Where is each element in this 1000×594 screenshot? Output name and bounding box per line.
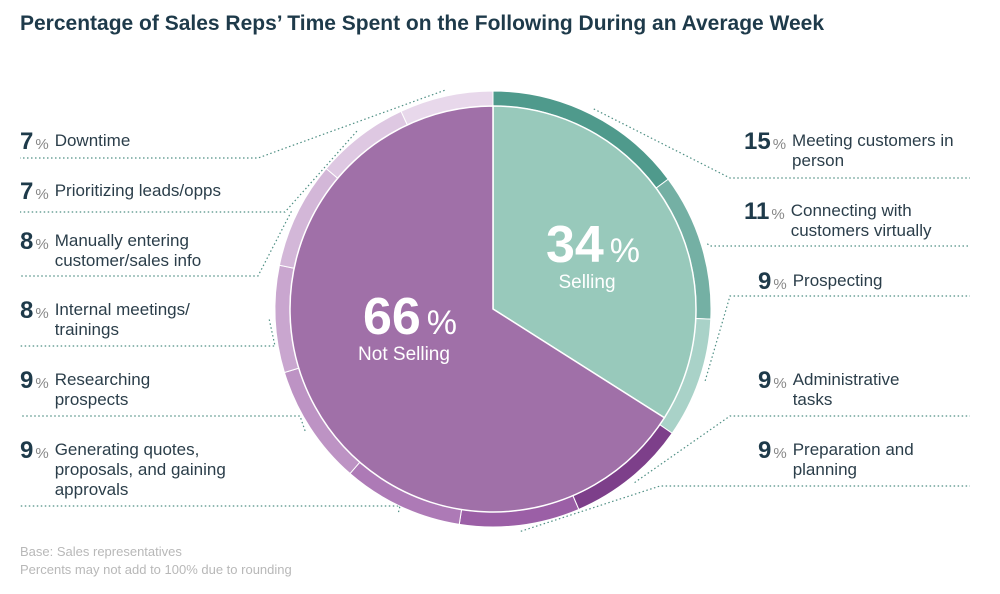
center-text: Selling: [558, 272, 615, 293]
leader-line: [520, 485, 970, 532]
label-value: 9: [20, 437, 34, 464]
chart-title: Percentage of Sales Reps’ Time Spent on …: [20, 12, 825, 35]
pie-slice: [492, 105, 697, 419]
label-value: 8: [20, 297, 34, 324]
leader-line: [593, 108, 970, 179]
leader-line: [20, 130, 358, 213]
label-value: 7: [20, 178, 34, 205]
leader-line: [20, 505, 401, 513]
label-text: Prospecting: [792, 271, 883, 290]
inner-pie: [289, 105, 697, 513]
label-downtime: 7% Downtime: [20, 128, 131, 155]
label-text: Prioritizing leads/opps: [54, 181, 222, 200]
label-text: Generating quotes, proposals, and gainin…: [54, 440, 226, 499]
label-value: 11: [744, 198, 770, 225]
footnote-base: Base: Sales representatives: [20, 544, 182, 559]
leader-line: [706, 243, 970, 247]
leader-line: [20, 211, 292, 277]
leader-line: [20, 415, 306, 432]
center-value: 34%: [546, 216, 640, 274]
label-value: 9: [758, 437, 772, 464]
center-labels: 34 %Selling 66 %Not Selling: [358, 216, 640, 365]
label-prioritizing: 7% Prioritizing leads/opps: [20, 178, 222, 205]
center-value: 66%: [363, 288, 457, 346]
leader-lines: [20, 89, 970, 532]
label-preparation: 9% Preparation and planning: [758, 437, 963, 480]
label-text: Preparation and planning: [792, 440, 914, 479]
leader-line: [20, 319, 276, 347]
label-researching: 9% Researching prospects: [20, 367, 175, 410]
label-text: Researching prospects: [54, 370, 151, 409]
label-value: 8: [20, 228, 34, 255]
label-text: Internal meetings/ trainings: [54, 300, 190, 339]
label-prospecting: 9% Prospecting: [758, 268, 883, 295]
footnote-rounding: Percents may not add to 100% due to roun…: [20, 562, 292, 577]
leader-line: [634, 415, 970, 484]
leader-line: [20, 89, 445, 159]
label-value: 15: [744, 128, 771, 155]
label-text: Meeting customers in person: [792, 131, 954, 170]
label-value: 9: [20, 367, 34, 394]
label-value: 7: [20, 128, 34, 155]
label-text: Administrative tasks: [792, 370, 900, 409]
label-quotes: 9% Generating quotes, proposals, and gain…: [20, 437, 255, 500]
label-connecting-virtually: 11% Connecting with customers virtually: [744, 198, 961, 241]
label-value: 9: [758, 367, 772, 394]
label-manual-entry: 8% Manually entering customer/sales info: [20, 228, 255, 271]
footnotes: Base: Sales representatives Percents may…: [20, 543, 292, 579]
leader-line: [704, 295, 970, 382]
label-text: Manually entering customer/sales info: [54, 231, 202, 270]
label-internal-meetings: 8% Internal meetings/ trainings: [20, 297, 220, 340]
label-text: Connecting with customers virtually: [790, 201, 932, 240]
label-administrative: 9% Administrative tasks: [758, 367, 933, 410]
label-meeting-customers: 15% Meeting customers in person: [744, 128, 962, 171]
label-value: 9: [758, 268, 772, 295]
pie-slice: [289, 105, 666, 513]
center-text: Not Selling: [358, 344, 450, 365]
label-text: Downtime: [54, 131, 131, 150]
